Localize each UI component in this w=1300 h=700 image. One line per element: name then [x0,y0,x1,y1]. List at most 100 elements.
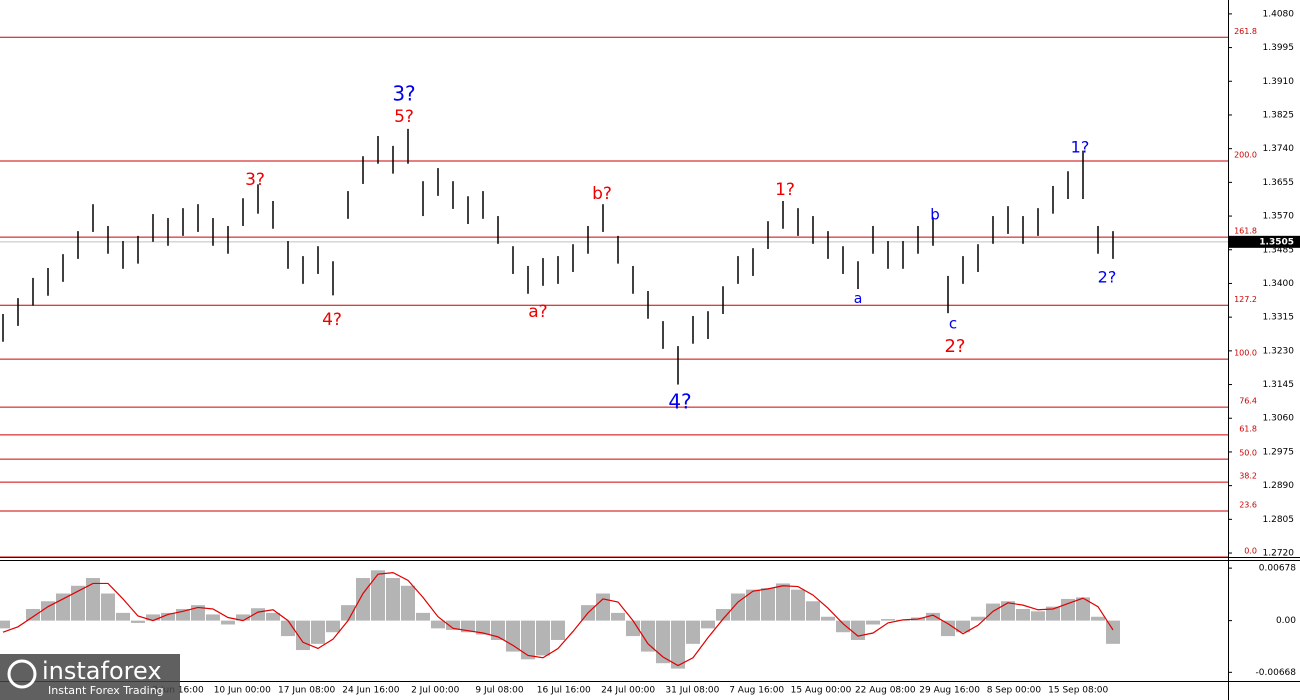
wave-label: a? [528,302,547,322]
macd-bar [0,620,10,629]
fib-label: 23.6 [1239,501,1257,510]
macd-bar [641,620,655,652]
y-tick-label: 1.3400 [1263,279,1295,289]
macd-bar [956,620,970,633]
y-tick-label: 1.3230 [1263,346,1295,356]
x-tick-label: 15 Aug 00:00 [791,686,852,696]
macd-bar [866,620,880,625]
macd-bar [611,612,625,621]
macd-bar [266,612,280,621]
macd-bar [836,620,850,633]
macd-bar [56,593,70,621]
y-tick-label: 1.3655 [1263,178,1295,188]
macd-bar [1001,601,1015,621]
macd-bar [881,619,895,621]
macd-bar [281,620,295,637]
fib-label: 76.4 [1239,397,1257,406]
macd-bar [71,585,85,621]
wave-label: 1? [1071,138,1090,157]
y-tick-label: 1.3145 [1263,380,1295,390]
x-tick-label: 15 Sep 08:00 [1048,686,1108,696]
macd-bar [476,620,490,635]
fib-label: 200.0 [1234,150,1257,159]
macd-bar [971,616,985,621]
macd-bar [401,585,415,621]
fib-label: 261.8 [1234,27,1257,36]
macd-bar [26,609,40,621]
wave-label: 3? [392,82,415,106]
fib-label: 100.0 [1234,349,1257,358]
macd-bar [536,620,550,656]
macd-bar [491,620,505,640]
wave-label: b [930,206,940,224]
wave-label: 4? [322,310,342,330]
macd-bar [431,620,445,629]
y-tick-label: -0.00668 [1256,668,1297,678]
macd-bar [206,614,220,621]
y-tick-label: 1.3060 [1263,414,1295,424]
macd-bar [341,605,355,621]
macd-bar [806,601,820,621]
logo-tagline: Instant Forex Trading [48,684,164,697]
macd-bar [521,620,535,660]
macd-bar [191,605,205,621]
y-tick-label: 1.2975 [1263,447,1295,457]
macd-bar [86,578,100,621]
fib-label: 50.0 [1239,449,1257,458]
macd-bar [41,601,55,621]
x-tick-label: 2 Jul 00:00 [411,686,460,696]
macd-bar [1016,609,1030,621]
macd-bar [311,620,325,644]
x-tick-label: 10 Jun 00:00 [214,686,271,696]
logo-icon [7,659,37,689]
y-tick-label: 1.3740 [1263,144,1295,154]
x-tick-label: 16 Jul 16:00 [537,686,591,696]
wave-label: 5? [394,107,414,127]
y-tick-label: 1.3485 [1263,245,1295,255]
macd-bar [761,588,775,621]
fib-label: 0.0 [1244,547,1257,556]
macd-bar [326,620,340,633]
x-tick-label: 22 Aug 08:00 [855,686,916,696]
fib-label: 161.8 [1234,227,1257,236]
macd-bar [461,620,475,633]
current-price-label: 1.3505 [1259,237,1294,247]
y-tick-label: 1.3570 [1263,212,1295,222]
macd-bar [296,620,310,651]
x-tick-label: 17 Jun 08:00 [278,686,335,696]
x-tick-label: 29 Aug 16:00 [919,686,980,696]
x-tick-label: 24 Jun 16:00 [342,686,399,696]
logo-name: instaforex [42,657,162,685]
wave-label: a [854,291,863,307]
macd-bar [941,620,955,637]
macd-bar [236,614,250,621]
y-tick-label: 1.4080 [1263,9,1295,19]
macd-bar [731,593,745,621]
x-tick-label: 8 Sep 00:00 [987,686,1042,696]
y-tick-label: 1.3995 [1263,43,1295,53]
fib-label: 61.8 [1239,424,1257,433]
y-tick-label: 1.2805 [1263,515,1295,525]
macd-bar [1076,597,1090,621]
macd-bar [356,578,370,621]
macd-bar [1031,611,1045,621]
macd-bar [671,620,685,669]
wave-label: 4? [668,390,691,414]
macd-bar [926,612,940,621]
macd-bar [506,620,520,652]
macd-bar [596,593,610,621]
macd-bar [821,616,835,621]
logo-box [0,654,180,700]
x-tick-label: 7 Aug 16:00 [729,686,784,696]
macd-bar [626,620,640,637]
macd-bar [131,620,145,623]
macd-bar [176,609,190,621]
wave-label: 2? [944,336,965,357]
macd-bar [1091,616,1105,621]
macd-bar [146,614,160,621]
fib-label: 38.2 [1239,472,1257,481]
macd-bar [371,570,385,621]
